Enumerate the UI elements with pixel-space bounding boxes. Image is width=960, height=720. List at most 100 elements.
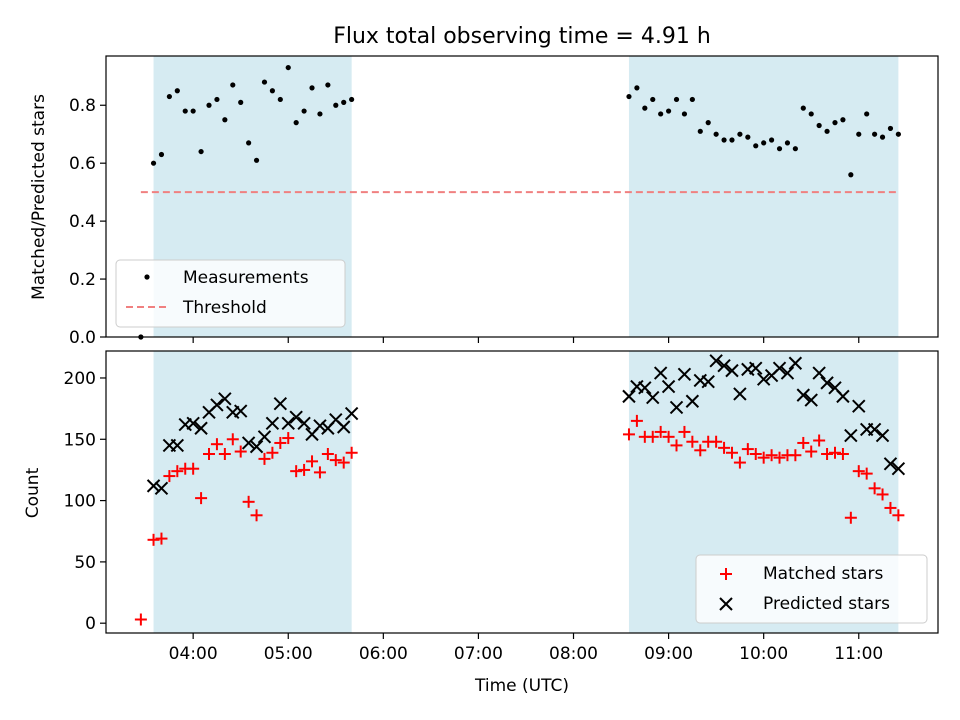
bottom-series [134,354,906,626]
legend-predicted-label: Predicted stars [763,594,890,614]
measurement-point [729,137,735,143]
measurement-point [253,157,260,163]
measurement-point [784,140,791,146]
x-tick-label: 11:00 [834,644,883,664]
matched-star-point [203,447,216,460]
x-tick-label: 05:00 [264,644,313,664]
top-axis-ticks: 0.0 0.2 0.4 0.6 0.8 [69,96,860,348]
matched-star-point [805,445,818,458]
matched-star-point [234,445,247,458]
matched-star-point [741,443,754,456]
predicted-star-point [891,461,906,476]
matched-star-point [892,509,905,522]
predicted-star-point [852,399,866,413]
predicted-star-point [812,366,826,380]
predicted-star-point [867,422,882,437]
top-observing-windows [153,56,899,337]
matched-star-point [860,467,873,480]
x-axis-label: Time (UTC) [474,676,569,696]
measurement-point [349,96,355,103]
matched-star-point [134,613,147,626]
matched-star-point [210,438,223,451]
predicted-star-point [273,397,288,411]
predicted-star-point [241,436,256,450]
measurement-point [776,146,783,152]
y-tick-label: 0.4 [69,212,96,232]
predicted-star-point [257,430,272,444]
matched-star-point [258,452,271,465]
matched-star-point [321,447,334,460]
x-tick-label: 08:00 [549,644,598,664]
matched-star-point [290,465,303,478]
predicted-star-point [717,359,731,373]
measurement-point [872,131,878,137]
y-tick-label: 100 [64,492,96,512]
matched-star-point [694,444,707,457]
predicted-star-point [297,416,311,431]
measurement-point [230,82,236,88]
x-tick-label: 09:00 [644,644,693,664]
predicted-star-point [218,392,232,406]
predicted-star-point [701,374,715,389]
matched-star-point [789,449,802,462]
matched-star-point [757,451,770,464]
predicted-star-point [646,390,660,405]
measurement-point [158,151,165,158]
measurement-point [277,96,283,103]
measurement-point [333,102,339,108]
matched-star-point [226,433,239,446]
y-tick-label: 0.0 [69,328,96,348]
bottom-legend-box [695,554,928,624]
measurement-point [824,128,830,134]
measurement-point [769,137,775,143]
matched-star-point [710,435,723,448]
measurement-point [174,88,180,94]
matched-star-point [337,456,350,469]
measurement-point [150,160,157,166]
matched-star-point [298,463,311,476]
matched-star-point [670,439,683,452]
measurement-point [246,140,252,146]
top-legend-box [115,259,346,328]
top-legend: Measurements Threshold [115,259,346,328]
measurement-point [761,140,767,146]
measurement-point [658,111,664,117]
measurement-point [317,111,323,117]
predicted-star-point [653,366,668,380]
measurement-point [745,134,751,140]
matched-star-point [821,447,834,460]
matched-star-point [852,465,865,478]
matched-star-point [147,533,160,546]
matched-star-point [622,428,635,441]
measurement-point [634,85,640,91]
matched-star-point [844,511,857,524]
matched-star-point [218,447,231,460]
matched-star-point [242,495,255,508]
matched-star-point [155,532,168,545]
bottom-legend: Matched stars Predicted stars [695,554,928,624]
predicted-star-point [146,479,161,493]
predicted-star-point [820,376,834,390]
matched-star-point [797,436,810,449]
matched-star-point [274,436,287,449]
y-tick-label: 150 [64,430,96,450]
x-tick-label: 10:00 [739,644,788,664]
y-tick-label: 50 [74,553,96,573]
measurement-point [214,96,220,103]
predicted-star-point [844,428,858,443]
predicted-star-point [313,419,327,433]
predicted-star-point [685,394,700,408]
matched-star-point [163,470,176,483]
predicted-star-point [170,438,185,453]
measurement-point [800,105,806,111]
measurement-point [325,82,331,88]
y-tick-label: 0.6 [69,154,96,174]
predicted-star-point [622,389,636,404]
predicted-star-point [772,361,787,375]
predicted-star-point [281,416,295,431]
measurement-point [721,137,727,143]
chart-title: Flux total observing time = 4.91 h [333,24,711,49]
measurement-point [792,146,798,152]
measurement-point [650,96,656,103]
